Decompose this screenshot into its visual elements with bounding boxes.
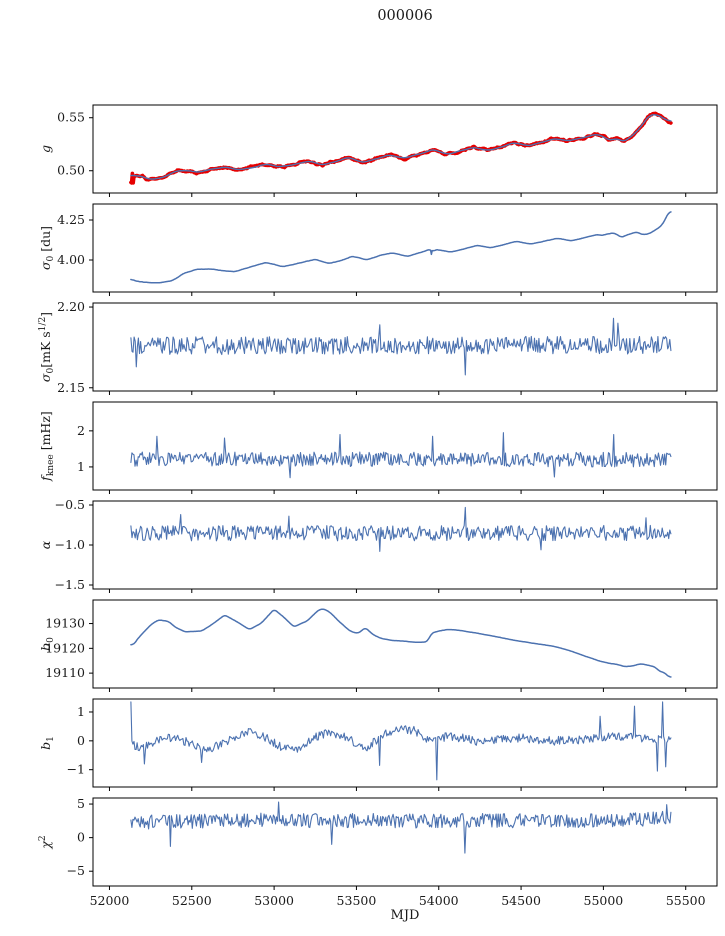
y-axis-label-sigma0_du: σ0​ [du] bbox=[38, 226, 56, 270]
x-tick-label: 52500 bbox=[172, 893, 212, 908]
y-tick-label: 1 bbox=[77, 459, 85, 474]
y-tick-label: 2 bbox=[77, 423, 85, 438]
y-tick-label: 5 bbox=[77, 796, 85, 811]
x-tick-label: 55000 bbox=[584, 893, 624, 908]
axes-frame bbox=[92, 698, 718, 788]
axes-frame bbox=[92, 302, 718, 392]
y-tick-label: −0.5 bbox=[55, 497, 85, 512]
series-b1 bbox=[130, 701, 672, 781]
panel-series-g bbox=[129, 111, 673, 185]
y-tick-label: 0.55 bbox=[57, 110, 85, 125]
y-tick-label: −1.0 bbox=[55, 537, 85, 552]
series-f-knee bbox=[130, 432, 672, 479]
panel-chi2: −5 0 5 52000 52500 53000 53500 54000 54500 55000 5… bbox=[38, 796, 718, 908]
panel-series-alpha bbox=[130, 506, 672, 552]
y-tick-label: 4.25 bbox=[57, 212, 85, 227]
panel-b0: 19110 19120 19130 b0​ bbox=[38, 599, 718, 692]
series-alpha bbox=[130, 506, 672, 552]
panel-f_knee: 1 2 fknee​ [mHz] bbox=[38, 401, 718, 494]
panel-g: 0.50 0.55 g bbox=[38, 104, 718, 197]
x-tick-label: 54500 bbox=[501, 893, 541, 908]
y-tick-label: 19130 bbox=[45, 616, 85, 631]
y-tick-label: −1 bbox=[67, 762, 85, 777]
y-tick-label: 19110 bbox=[45, 665, 85, 680]
y-axis-label-b1: b1​ bbox=[38, 736, 56, 750]
panel-alpha: −0.5 −1.0 −1.5 α bbox=[38, 497, 718, 593]
y-axis-label-sigma0_mks: σ0​[mK s1/2​] bbox=[38, 312, 56, 382]
panel-b1: −1 0 1 b1​ bbox=[38, 698, 718, 791]
x-tick-label: 52000 bbox=[90, 893, 130, 908]
axes-frame bbox=[92, 797, 718, 887]
series-sigma0-du bbox=[130, 211, 672, 284]
y-tick-label: 2.15 bbox=[57, 380, 85, 395]
figure-title: 000006 bbox=[377, 8, 433, 24]
x-tick-label: 53000 bbox=[254, 893, 294, 908]
panel-series-sigma0_du bbox=[130, 211, 672, 284]
y-axis-label-g: g bbox=[38, 145, 53, 153]
y-tick-label: 0 bbox=[77, 830, 85, 845]
axes-frame bbox=[92, 500, 718, 590]
panel-series-f_knee bbox=[130, 432, 672, 479]
x-tick-label: 53500 bbox=[337, 893, 377, 908]
y-axis-label-f_knee: fknee​ [mHz] bbox=[38, 411, 56, 482]
panel-series-sigma0_mks bbox=[130, 317, 672, 376]
series-g-model bbox=[130, 114, 672, 180]
axes-frame bbox=[92, 104, 718, 194]
axes-frame bbox=[92, 401, 718, 491]
y-tick-label: −1.5 bbox=[55, 577, 85, 592]
series-g-highlight bbox=[129, 111, 673, 185]
y-axis-label-b0: b0​ bbox=[38, 637, 56, 651]
y-tick-label: −5 bbox=[67, 863, 85, 878]
y-tick-label: 4.00 bbox=[57, 252, 85, 267]
y-tick-label: 0 bbox=[77, 733, 85, 748]
panel-series-chi2 bbox=[130, 801, 672, 854]
series-sigma0-mks bbox=[130, 317, 672, 376]
series-b0 bbox=[130, 608, 672, 678]
x-tick-label: 55500 bbox=[666, 893, 706, 908]
series-chi2 bbox=[130, 801, 672, 854]
x-tick-label: 54000 bbox=[419, 893, 459, 908]
y-axis-label-alpha: α bbox=[38, 540, 53, 549]
panel-series-b1 bbox=[130, 701, 672, 781]
y-tick-label: 2.20 bbox=[57, 299, 85, 314]
axes-frame bbox=[92, 203, 718, 293]
y-tick-label: 1 bbox=[77, 704, 85, 719]
panel-series-b0 bbox=[130, 608, 672, 678]
y-tick-label: 0.50 bbox=[57, 163, 85, 178]
axes-frame bbox=[92, 599, 718, 689]
y-axis-label-chi2: χ2​ bbox=[38, 835, 53, 849]
y-tick-label: 19120 bbox=[45, 640, 85, 655]
x-axis-label: MJD bbox=[390, 908, 420, 923]
